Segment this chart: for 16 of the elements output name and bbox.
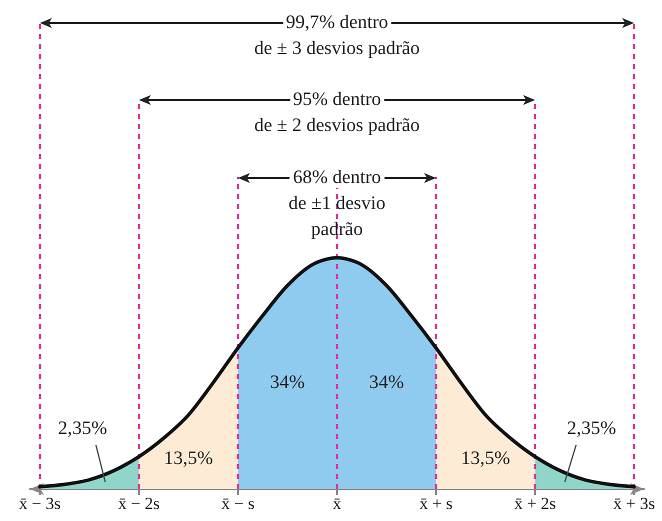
- x-tick-label: x̄ − s: [221, 494, 255, 513]
- annotation: 34%: [369, 370, 404, 395]
- annotation: 34%: [270, 370, 305, 395]
- annotation: 13,5%: [461, 446, 510, 471]
- x-tick-label: x̄ + 3s: [613, 494, 655, 513]
- x-tick-label: x̄: [332, 494, 342, 513]
- annotation: 13,5%: [164, 446, 213, 471]
- x-tick-label: x̄ − 2s: [118, 494, 160, 513]
- text: 95% dentro de ± 2 desvios padrão: [254, 89, 420, 138]
- x-tick-label: x̄ + s: [419, 494, 453, 513]
- text: 99,7% dentro de ± 3 desvios padrão: [254, 12, 420, 61]
- annotation: 2,35%: [566, 416, 616, 441]
- x-tick-label: x̄ + 2s: [514, 494, 556, 513]
- text: 68% dentro de ±1 desvio padrão: [288, 167, 386, 242]
- x-tick-label: x̄ − 3s: [19, 494, 61, 513]
- annotation: 2,35%: [58, 416, 108, 441]
